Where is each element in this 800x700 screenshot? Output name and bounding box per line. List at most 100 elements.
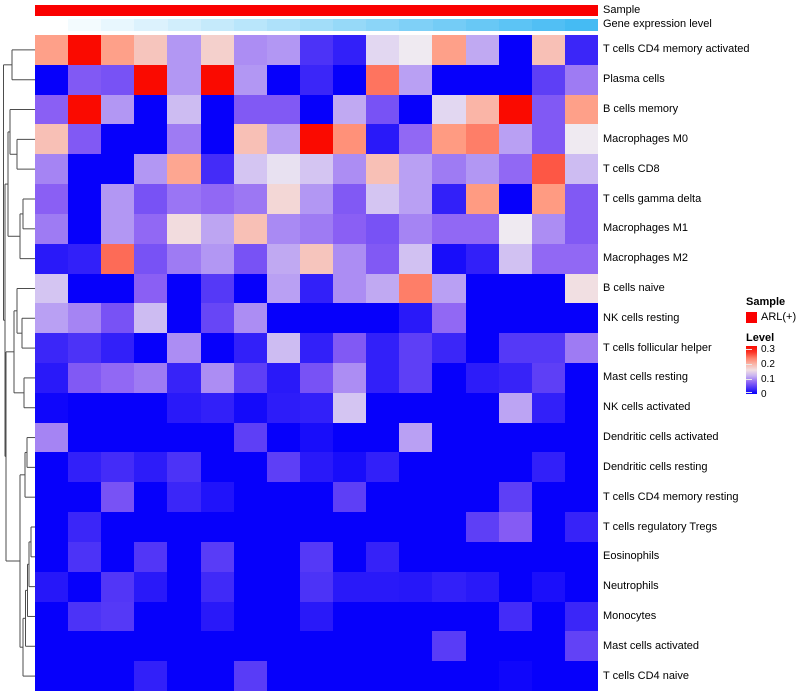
heatmap-cell [399,661,433,691]
legend-level-tick-mark [746,392,752,393]
legend-level-tick-label: 0 [761,389,767,400]
heatmap-cell [333,64,367,95]
heatmap-cell [200,452,234,483]
legend-level-tick-mark [746,364,752,365]
heatmap-cell [101,154,135,185]
heatmap-cell [465,571,499,602]
heatmap-cell [266,422,300,453]
heatmap-cell [564,124,598,155]
heatmap-cell [233,303,267,334]
heatmap-cell [200,273,234,304]
heatmap-cell [498,35,532,65]
heatmap-cell [134,541,168,572]
heatmap-cell [68,512,102,542]
heatmap-cell [200,124,234,155]
heatmap-cell [333,273,367,304]
heatmap-cell [134,154,168,185]
heatmap-cell [35,124,69,155]
heatmap-cell [233,452,267,483]
heatmap-cell [333,392,367,423]
heatmap-cell [299,243,334,274]
heatmap-cell [564,422,598,453]
heatmap-cell [432,571,466,602]
heatmap-cell [299,273,334,304]
heatmap-cell [366,482,400,513]
heatmap-cell [564,154,598,185]
heatmap-cell [167,541,201,572]
heatmap-cell [68,94,102,125]
heatmap-cell [432,184,466,214]
heatmap-cell [266,571,300,602]
heatmap-cell [465,631,499,662]
heatmap-cell [35,631,69,662]
annotation-label-gene-expression: Gene expression level [603,18,712,30]
heatmap-cell [531,124,565,155]
heatmap-cell [134,392,168,423]
heatmap-cell [68,452,102,483]
heatmap-cell [366,333,400,363]
heatmap-cell [564,35,598,65]
heatmap-cell [564,363,598,393]
heatmap-cell [333,124,367,155]
heatmap-cell [101,184,135,214]
heatmap-cell [134,184,168,214]
heatmap-cell [333,661,367,691]
heatmap-cell [266,661,300,691]
heatmap-cell [465,303,499,334]
heatmap-cell [465,333,499,363]
heatmap-cell [564,512,598,542]
heatmap-cell [266,452,300,483]
heatmap-cell [299,154,334,185]
row-label: T cells CD4 memory activated [603,43,750,56]
heatmap-cell [498,363,532,393]
heatmap-cell [200,213,234,244]
heatmap-cell [68,541,102,572]
heatmap-cell [366,124,400,155]
heatmap-cell [465,94,499,125]
heatmap-cell [498,124,532,155]
row-label: Dendritic cells resting [603,460,708,473]
heatmap-cell [465,452,499,483]
heatmap-cell [233,333,267,363]
heatmap-cell [134,64,168,95]
heatmap-cell [167,452,201,483]
heatmap-cell [101,661,135,691]
row-label: NK cells activated [603,401,691,414]
heatmap-cell [333,571,367,602]
heatmap-cell [101,303,135,334]
heatmap-cell [233,35,267,65]
heatmap-cell [465,35,499,65]
heatmap-cell [564,333,598,363]
heatmap-cell [432,512,466,542]
heatmap-cell [200,35,234,65]
heatmap-cell [432,273,466,304]
heatmap-cell [101,333,135,363]
heatmap-cell [432,631,466,662]
heatmap-cell [399,392,433,423]
gene-expression-gradient-cell [101,19,135,31]
legend-sample-item-label: ARL(+) [761,311,797,323]
heatmap-cell [399,422,433,453]
heatmap-cell [366,363,400,393]
heatmap-cell [333,303,367,334]
heatmap-cell [432,601,466,632]
gene-expression-gradient-cell [498,19,532,31]
heatmap-cell [531,273,565,304]
heatmap-cell [432,35,466,65]
heatmap-cell [498,392,532,423]
heatmap-cell [134,631,168,662]
heatmap-cell [233,571,267,602]
heatmap-cell [333,35,367,65]
heatmap-cell [465,243,499,274]
heatmap-cell [299,184,334,214]
heatmap-cell [366,154,400,185]
heatmap-cell [531,213,565,244]
heatmap-cell [233,213,267,244]
heatmap-cell [366,392,400,423]
heatmap-cell [399,363,433,393]
heatmap-cell [498,631,532,662]
heatmap-cell [266,124,300,155]
heatmap-cell [200,363,234,393]
heatmap-cell [200,661,234,691]
heatmap-cell [432,392,466,423]
